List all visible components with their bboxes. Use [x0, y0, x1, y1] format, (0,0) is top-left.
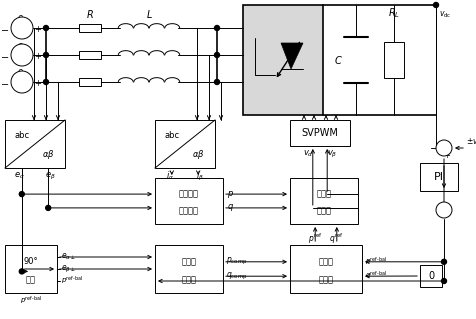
Bar	[79, 24, 101, 32]
Text: $e_a$: $e_a$	[17, 14, 27, 25]
Bar	[383, 42, 403, 78]
Text: $L$: $L$	[145, 8, 152, 20]
Bar	[155, 120, 215, 168]
Bar	[155, 245, 223, 293]
Text: $p^{\rm ref\text{-}bal}$: $p^{\rm ref\text{-}bal}$	[61, 275, 83, 287]
Bar	[289, 120, 349, 146]
Text: 0: 0	[427, 271, 433, 281]
Text: PI: PI	[433, 172, 443, 182]
Text: 无差拍: 无差拍	[316, 189, 331, 199]
Text: $i_\alpha$: $i_\alpha$	[165, 170, 173, 182]
Bar	[5, 245, 57, 293]
Text: $q_{\rm comp}$: $q_{\rm comp}$	[226, 271, 247, 282]
Text: $+$: $+$	[34, 24, 42, 34]
Text: $v_\alpha$: $v_\alpha$	[302, 149, 313, 159]
Text: $e_b$: $e_b$	[17, 41, 27, 51]
Text: 率计算: 率计算	[318, 275, 333, 284]
Text: $e_\beta$: $e_\beta$	[45, 170, 55, 182]
Text: 功率计算: 功率计算	[178, 207, 198, 216]
Text: $C$: $C$	[333, 54, 342, 66]
Circle shape	[435, 140, 451, 156]
Text: $q$: $q$	[227, 202, 234, 213]
Text: SVPWM: SVPWM	[301, 128, 338, 138]
Bar	[79, 51, 101, 59]
Circle shape	[214, 26, 219, 31]
Text: $p$: $p$	[227, 189, 234, 200]
Text: $-$: $-$	[0, 78, 9, 88]
Text: $-$: $-$	[0, 24, 9, 34]
Circle shape	[11, 44, 33, 66]
Text: $e_c$: $e_c$	[17, 68, 27, 78]
Text: 补偿功: 补偿功	[181, 257, 196, 266]
Circle shape	[441, 278, 446, 284]
Circle shape	[214, 79, 219, 85]
Circle shape	[43, 26, 49, 31]
Circle shape	[435, 202, 451, 218]
Circle shape	[441, 259, 446, 264]
Circle shape	[43, 79, 49, 85]
Text: $-$: $-$	[428, 142, 438, 152]
Circle shape	[433, 3, 437, 8]
Text: 率计算: 率计算	[181, 275, 196, 284]
Polygon shape	[280, 43, 302, 69]
Bar	[289, 178, 357, 224]
Circle shape	[43, 53, 49, 57]
Bar	[242, 5, 322, 115]
Text: abc: abc	[14, 131, 30, 140]
Text: $p_{\rm comp}$: $p_{\rm comp}$	[226, 256, 247, 267]
Text: $+$: $+$	[442, 150, 450, 160]
Text: $v_{\mathrm{dc}}$: $v_{\mathrm{dc}}$	[438, 10, 450, 20]
Bar	[419, 163, 457, 191]
Text: $\alpha\beta$: $\alpha\beta$	[191, 148, 204, 161]
Bar	[79, 78, 101, 86]
Text: $\pm v^{\rm ref}_{\rm dc}$: $\pm v^{\rm ref}_{\rm dc}$	[465, 135, 476, 149]
Bar	[419, 265, 441, 287]
Text: $+$: $+$	[34, 78, 42, 88]
Circle shape	[11, 17, 33, 39]
Bar	[155, 178, 223, 224]
Text: $q^{\rm ref\text{-}bal}$: $q^{\rm ref\text{-}bal}$	[364, 270, 387, 282]
Circle shape	[19, 269, 24, 274]
Text: $-$: $-$	[0, 51, 9, 61]
Text: $i_\beta$: $i_\beta$	[196, 169, 204, 182]
Text: $+$: $+$	[34, 51, 42, 61]
Text: 给定功: 给定功	[318, 257, 333, 266]
Circle shape	[46, 205, 50, 211]
Text: 90°: 90°	[24, 257, 38, 266]
Text: 控制器: 控制器	[316, 207, 331, 216]
Text: 有功无功: 有功无功	[178, 189, 198, 199]
Text: abc: abc	[164, 131, 179, 140]
Text: $e_\alpha$: $e_\alpha$	[14, 171, 25, 181]
Bar	[5, 120, 65, 168]
Text: $q^{\rm ref}$: $q^{\rm ref}$	[329, 232, 344, 246]
Circle shape	[11, 71, 33, 93]
Text: 延迟: 延迟	[26, 275, 36, 284]
Text: $e_{\alpha\perp}$: $e_{\alpha\perp}$	[61, 252, 76, 262]
Circle shape	[214, 53, 219, 57]
Text: $p^{\rm ref\text{-}bal}$: $p^{\rm ref\text{-}bal}$	[364, 256, 387, 268]
Bar	[289, 245, 361, 293]
Text: $e_{\beta\perp}$: $e_{\beta\perp}$	[61, 263, 75, 275]
Text: $R$: $R$	[86, 8, 94, 20]
Text: $v_\beta$: $v_\beta$	[326, 148, 337, 160]
Text: $p^{\rm ref\text{-}bal}$: $p^{\rm ref\text{-}bal}$	[20, 295, 42, 307]
Text: $R_L$: $R_L$	[387, 6, 399, 20]
Circle shape	[19, 192, 24, 197]
Text: $\alpha\beta$: $\alpha\beta$	[42, 148, 54, 161]
Text: $p^{\rm ref}$: $p^{\rm ref}$	[307, 232, 322, 246]
